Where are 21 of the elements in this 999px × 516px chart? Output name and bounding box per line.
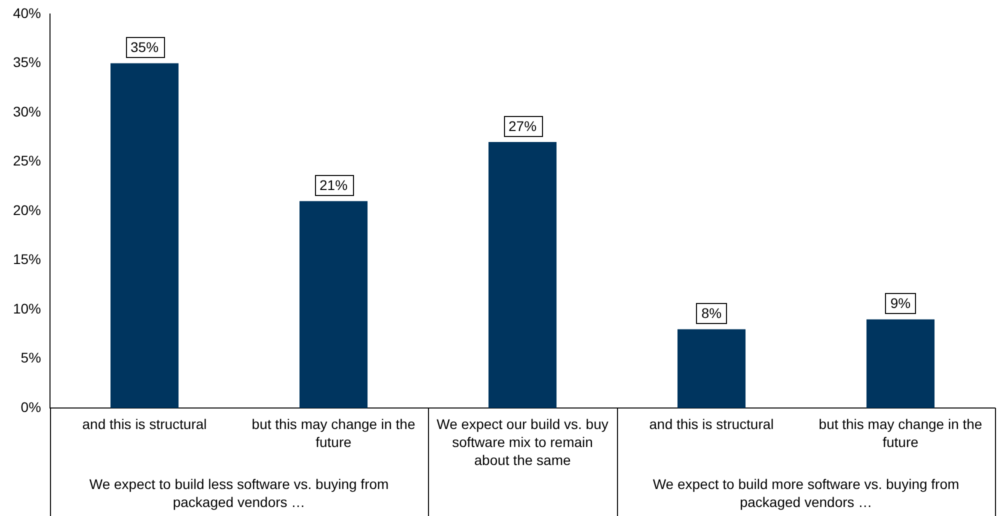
text: We expect to build more software vs. buying from packaged vendors … — [652, 476, 960, 510]
data-label: 35% — [130, 39, 159, 56]
y-tick-label: 0% — [20, 398, 42, 415]
data-label: 27% — [508, 118, 537, 134]
y-tick-label: 40% — [12, 4, 42, 21]
x-tick-label: but this may change in the future — [818, 416, 982, 450]
data-label: 8% — [701, 305, 722, 322]
x-tick-label: We expect our build vs. buy software mix to remain about the same — [436, 416, 608, 468]
x-tick-label: and this is structural — [82, 416, 207, 432]
x-tick-label: but this may change in the future — [252, 416, 416, 450]
y-tick-label: 20% — [12, 202, 42, 218]
data-label: 9% — [890, 295, 911, 312]
y-tick-label: 5% — [20, 350, 42, 366]
y-tick-label: 15% — [12, 251, 42, 268]
y-tick-label: 10% — [12, 300, 42, 316]
data-label: 21% — [320, 177, 348, 194]
text: We expect to build less software vs. buying from packaged vendors … — [89, 476, 389, 510]
y-tick-label: 25% — [12, 152, 42, 169]
y-tick-label: 30% — [12, 103, 42, 120]
y-tick-label: 35% — [12, 54, 42, 70]
x-tick-label: and this is structural — [649, 416, 774, 432]
